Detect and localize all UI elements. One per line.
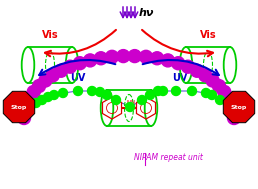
Circle shape <box>140 50 152 63</box>
Text: N: N <box>131 100 135 105</box>
Circle shape <box>44 92 52 101</box>
Circle shape <box>190 64 204 77</box>
Circle shape <box>146 91 155 99</box>
Circle shape <box>73 57 86 70</box>
Circle shape <box>37 95 46 105</box>
Text: Stop: Stop <box>231 105 247 109</box>
Circle shape <box>158 87 167 95</box>
Circle shape <box>138 95 147 105</box>
Circle shape <box>218 85 231 98</box>
Circle shape <box>223 98 232 108</box>
Circle shape <box>207 91 216 99</box>
Circle shape <box>161 54 174 67</box>
Circle shape <box>199 69 212 82</box>
Circle shape <box>18 105 31 118</box>
Circle shape <box>125 102 134 112</box>
Circle shape <box>87 87 96 95</box>
Circle shape <box>46 69 59 82</box>
Circle shape <box>172 57 185 70</box>
Text: NIPAM repeat unit: NIPAM repeat unit <box>134 153 203 162</box>
Circle shape <box>18 112 30 125</box>
Polygon shape <box>223 91 255 123</box>
Circle shape <box>128 50 141 63</box>
Circle shape <box>27 85 40 98</box>
Circle shape <box>188 87 197 95</box>
Circle shape <box>225 98 238 111</box>
Text: Stop: Stop <box>11 105 27 109</box>
Circle shape <box>54 64 68 77</box>
Circle shape <box>94 52 107 65</box>
Circle shape <box>106 50 118 63</box>
Circle shape <box>206 74 219 87</box>
Circle shape <box>84 54 97 67</box>
Circle shape <box>181 60 195 73</box>
Polygon shape <box>3 91 35 123</box>
Circle shape <box>26 102 35 112</box>
Circle shape <box>50 91 59 99</box>
Text: hν: hν <box>139 8 155 18</box>
Circle shape <box>20 98 33 111</box>
Circle shape <box>95 88 104 97</box>
Circle shape <box>102 91 111 99</box>
Circle shape <box>31 98 41 108</box>
Text: UV: UV <box>70 73 86 83</box>
Circle shape <box>215 95 224 105</box>
Circle shape <box>63 60 77 73</box>
Circle shape <box>39 74 52 87</box>
Text: N: N <box>127 100 131 105</box>
Circle shape <box>201 88 211 98</box>
Circle shape <box>213 80 225 93</box>
Text: Vis: Vis <box>200 30 216 40</box>
Circle shape <box>228 112 240 125</box>
Circle shape <box>172 87 181 95</box>
Circle shape <box>151 52 164 65</box>
Text: UV: UV <box>172 73 188 83</box>
Circle shape <box>117 50 130 63</box>
Circle shape <box>222 92 235 105</box>
Text: Vis: Vis <box>42 30 58 40</box>
Circle shape <box>59 88 68 98</box>
Circle shape <box>154 87 163 95</box>
Circle shape <box>227 105 240 118</box>
Circle shape <box>23 92 36 105</box>
Circle shape <box>33 80 45 93</box>
Circle shape <box>111 95 120 105</box>
Circle shape <box>74 87 83 95</box>
